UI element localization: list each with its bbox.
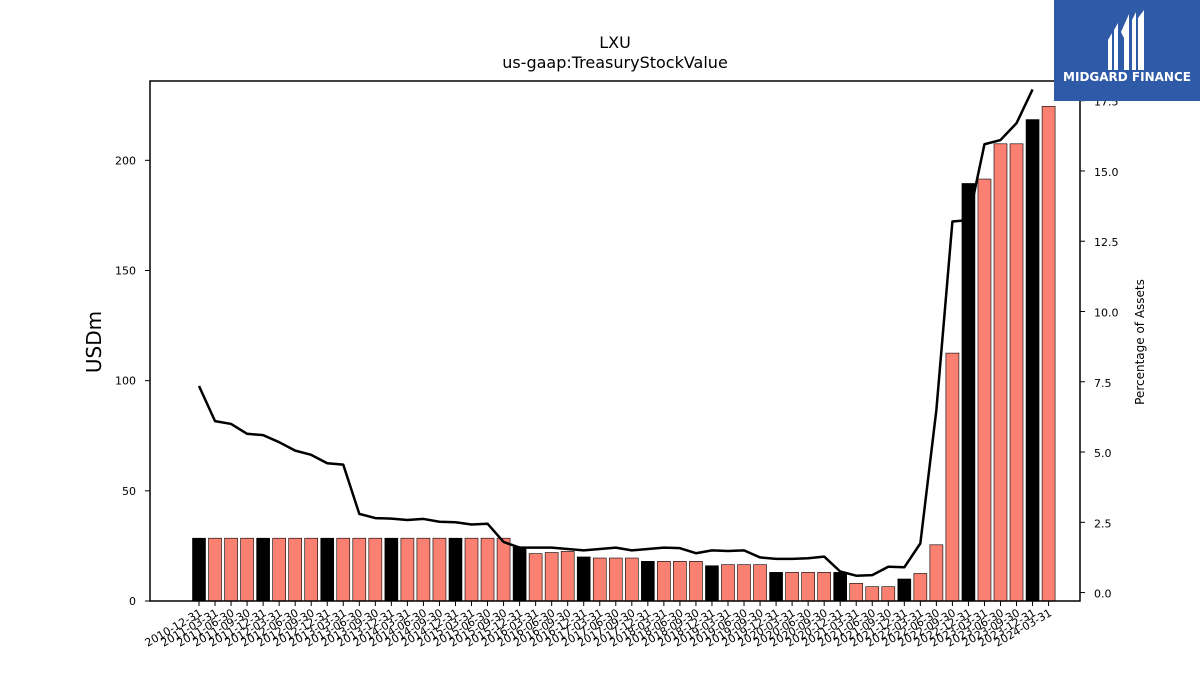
bar-2016-06-30 [544, 552, 559, 602]
bar-2022-12-31 [961, 183, 976, 602]
y-tick-label: 150 [115, 264, 136, 277]
bar-2011-12-31 [256, 537, 270, 602]
bar-2015-03-31 [464, 537, 479, 602]
bar-2011-03-31 [208, 537, 222, 602]
bar-2021-06-30 [865, 586, 880, 602]
bar-2018-06-30 [673, 561, 687, 602]
bars-layer [192, 106, 1056, 602]
bar-2021-03-31 [849, 583, 864, 602]
y-tick-label: 0 [129, 595, 136, 608]
pct-assets-line [197, 88, 1034, 577]
bar-2019-09-30 [753, 564, 767, 602]
bar-2010-12-31 [192, 537, 206, 602]
y2-tick-label: 15.0 [1094, 166, 1119, 179]
y-axis-label: USDm [82, 311, 106, 373]
bar-2013-03-31 [336, 537, 351, 602]
y-tick-label: 200 [115, 154, 136, 167]
bar-2018-09-30 [689, 561, 703, 602]
y2-tick-label: 5.0 [1094, 447, 1112, 460]
bar-2018-12-31 [705, 565, 719, 602]
bar-2023-03-31 [977, 178, 992, 602]
bar-2023-12-31 [1025, 119, 1040, 602]
y-tick-label: 50 [122, 485, 136, 498]
bar-2019-03-31 [721, 564, 735, 602]
axes-layer: 0501001502000.02.55.07.510.012.515.017.5… [115, 80, 1119, 650]
bar-2015-09-30 [496, 537, 511, 602]
logo-mark-icon [1108, 10, 1144, 70]
bar-2014-09-30 [432, 537, 447, 602]
bar-2024-03-31 [1041, 106, 1056, 602]
bar-2021-12-31 [897, 578, 912, 602]
y2-axis-label: Percentage of Assets [1133, 279, 1147, 405]
chart-subtitle: us-gaap:TreasuryStockValue [502, 53, 728, 72]
line-layer [197, 88, 1034, 577]
bar-2023-09-30 [1009, 143, 1024, 602]
bar-2022-09-30 [945, 352, 960, 602]
bar-2020-06-30 [801, 572, 815, 602]
y2-tick-label: 12.5 [1094, 236, 1119, 249]
bar-2018-03-31 [657, 561, 671, 602]
bar-2019-12-31 [769, 572, 783, 602]
bar-2020-03-31 [785, 572, 799, 602]
bar-2017-06-30 [608, 557, 623, 602]
bar-2022-03-31 [913, 573, 928, 602]
bar-2021-09-30 [881, 586, 896, 602]
bar-2012-09-30 [304, 537, 319, 602]
bar-2016-03-31 [528, 553, 543, 602]
bar-2020-09-30 [817, 572, 831, 602]
plot-frame [149, 80, 1081, 602]
bar-2014-06-30 [416, 537, 431, 602]
bar-2019-06-30 [737, 564, 751, 602]
bar-2011-06-30 [224, 537, 238, 602]
bar-2020-12-31 [833, 572, 848, 602]
bar-2017-12-31 [641, 561, 655, 602]
y2-tick-label: 2.5 [1094, 517, 1112, 530]
bar-2015-12-31 [512, 546, 527, 602]
bar-2012-12-31 [320, 537, 335, 602]
bar-2014-12-31 [448, 537, 463, 602]
y2-tick-label: 7.5 [1094, 377, 1112, 390]
bar-2013-06-30 [352, 537, 367, 602]
y2-tick-label: 10.0 [1094, 306, 1119, 319]
logo-text: MIDGARD FINANCE [1063, 70, 1191, 84]
bar-2012-03-31 [272, 537, 286, 602]
y-tick-label: 100 [115, 375, 136, 388]
bar-2023-06-30 [993, 143, 1008, 602]
bar-2013-12-31 [384, 537, 399, 602]
bar-2014-03-31 [400, 537, 415, 602]
bar-2015-06-30 [480, 537, 495, 602]
y2-tick-label: 0.0 [1094, 588, 1112, 601]
bar-2016-12-31 [576, 556, 591, 602]
bar-2011-09-30 [240, 537, 254, 602]
chart-title: LXU [599, 33, 631, 52]
bar-2012-06-30 [288, 537, 302, 602]
bar-2022-06-30 [929, 544, 944, 602]
bar-2017-09-30 [625, 557, 639, 602]
bar-2013-09-30 [368, 537, 383, 602]
bar-2016-09-30 [560, 551, 575, 602]
bar-2017-03-31 [592, 557, 607, 602]
brand-logo: MIDGARD FINANCE [1054, 0, 1200, 101]
